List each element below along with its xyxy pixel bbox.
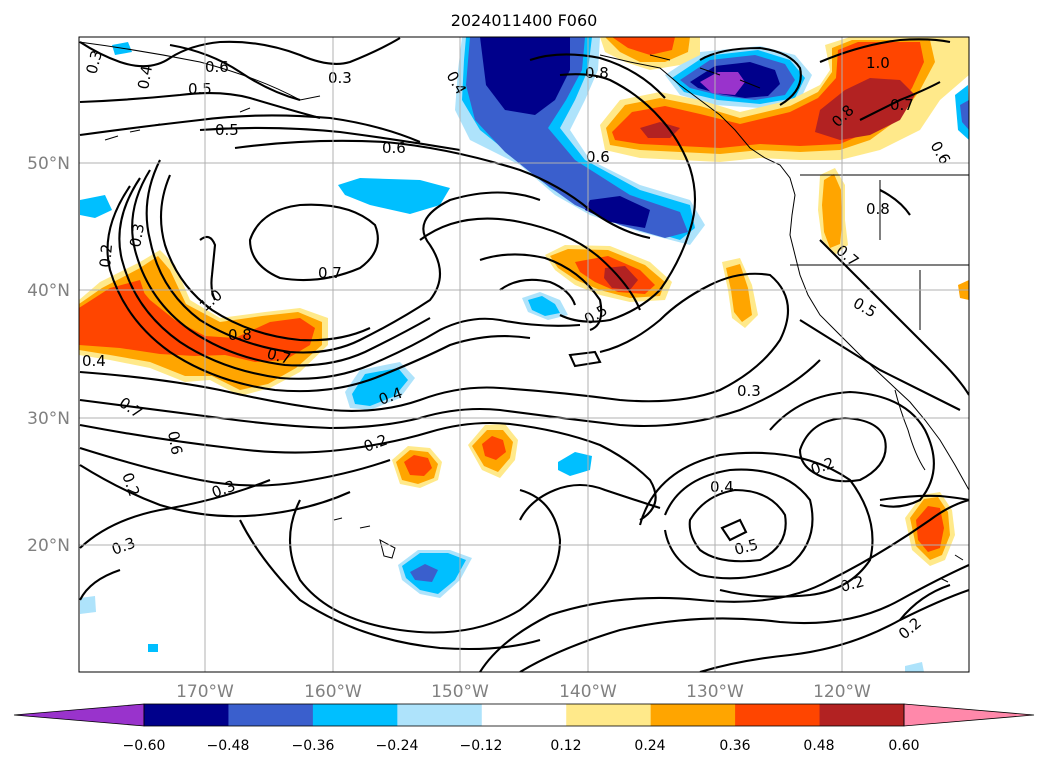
colorbar-bin xyxy=(144,704,229,726)
colorbar-bin xyxy=(819,704,905,726)
pos-region-center xyxy=(545,245,672,302)
map-panel: 0.3 0.4 0.6 0.5 0.3 0.5 0.4 0.8 1.0 0.7 … xyxy=(79,37,969,672)
lon-label: 120°W xyxy=(813,682,871,702)
contour-label: 0.4 xyxy=(134,64,156,91)
contour-label: 0.2 xyxy=(838,572,866,596)
neg-region-bc xyxy=(665,46,812,108)
colorbar-tick-label: 0.24 xyxy=(634,738,665,754)
colorbar-bin xyxy=(650,704,736,726)
lon-label: 160°W xyxy=(304,682,362,702)
colorbar-bin xyxy=(735,704,821,726)
latitude-labels: 50°N 40°N 30°N 20°N xyxy=(27,154,70,556)
lat-label: 20°N xyxy=(27,536,70,556)
contour-label: 0.7 xyxy=(265,344,293,368)
map-title: 2024011400 F060 xyxy=(451,11,598,30)
contour-label: 0.5 xyxy=(188,80,212,98)
contours-layer xyxy=(79,37,969,672)
colorbar-tick-label: −0.36 xyxy=(292,738,335,754)
colorbar-tick-label: 0.12 xyxy=(550,738,581,754)
contour-label: 0.5 xyxy=(215,121,239,139)
lat-label: 30°N xyxy=(27,409,70,429)
colorbar-bin xyxy=(566,704,652,726)
colorbar-tick-label: −0.60 xyxy=(123,738,166,754)
lat-label: 50°N xyxy=(27,154,70,174)
colorbar-tick-label: −0.12 xyxy=(460,738,503,754)
contour-label: 0.8 xyxy=(866,200,890,218)
contour-label: 0.8 xyxy=(228,326,252,344)
colorbar-tick-label: −0.48 xyxy=(207,738,250,754)
colorbar-tick-label: −0.24 xyxy=(376,738,419,754)
coastlines-layer xyxy=(79,41,969,583)
lon-label: 150°W xyxy=(431,682,489,702)
contour-label: 0.5 xyxy=(732,535,760,559)
contour-label: 0.3 xyxy=(126,222,148,249)
colorbar-tick-label: 0.60 xyxy=(888,738,919,754)
contour-label: 0.6 xyxy=(205,58,229,76)
colorbar xyxy=(13,703,1035,727)
contour-label: 0.3 xyxy=(328,69,352,87)
colorbar-tick-label: 0.48 xyxy=(803,738,834,754)
contour-label: 0.6 xyxy=(164,430,186,457)
contour-label: 0.7 xyxy=(318,264,342,282)
lat-label: 40°N xyxy=(27,281,70,301)
lon-label: 170°W xyxy=(176,682,234,702)
colorbar-extend-high xyxy=(903,703,1035,727)
graticule xyxy=(79,37,969,672)
colorbar-bin xyxy=(228,704,314,726)
map-frame xyxy=(78,36,970,673)
contour-label: 0.8 xyxy=(585,64,609,82)
contour-label: 0.7 xyxy=(890,96,914,114)
contour-label: 1.0 xyxy=(866,54,890,72)
colorbar-bin xyxy=(397,704,483,726)
lon-label: 140°W xyxy=(559,682,617,702)
colorbar-tick-label: 0.36 xyxy=(719,738,750,754)
contour-label: 0.3 xyxy=(737,382,761,400)
longitude-labels: 170°W 160°W 150°W 140°W 130°W 120°W xyxy=(176,682,871,702)
contour-label: 0.6 xyxy=(586,148,610,166)
colorbar-bin xyxy=(481,704,567,726)
lon-label: 130°W xyxy=(686,682,744,702)
contour-label: 0.2 xyxy=(96,243,116,268)
contour-label: 0.4 xyxy=(82,352,106,370)
colorbar-frame xyxy=(143,703,905,727)
colorbar-extend-low xyxy=(13,703,145,727)
colorbar-labels: −0.60 −0.48 −0.36 −0.24 −0.12 0.12 0.24 … xyxy=(123,738,920,754)
colorbar-bin xyxy=(312,704,398,726)
pos-region-north xyxy=(600,37,969,162)
contour-label: 0.6 xyxy=(382,139,406,157)
contour-label: 0.4 xyxy=(710,478,734,496)
contour-label: 0.3 xyxy=(82,48,106,76)
neg-region-misc xyxy=(80,42,969,672)
